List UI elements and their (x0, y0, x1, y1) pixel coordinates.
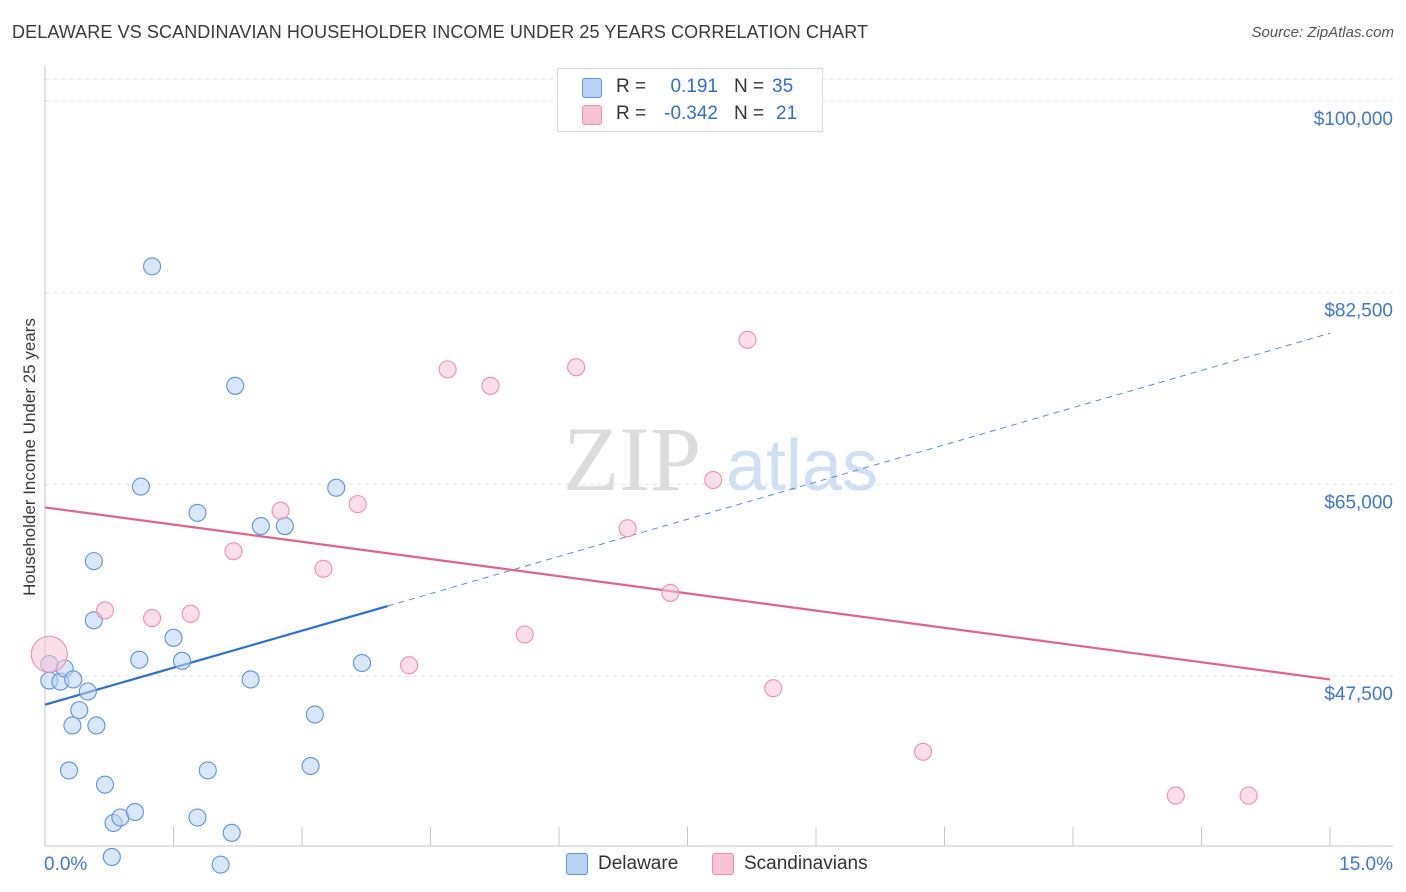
point-delaware (198, 761, 217, 780)
point-delaware (226, 376, 245, 395)
r-value: -0.342 (664, 103, 718, 124)
point-delaware (211, 855, 230, 874)
point-delaware (78, 682, 97, 701)
n-label: N = (734, 103, 765, 124)
y-tick-label: $65,000 (1324, 492, 1393, 513)
trendline-extension-delaware (387, 332, 1331, 607)
point-scandinavians (764, 679, 783, 698)
point-scandinavians (515, 625, 534, 644)
point-scandinavians (224, 542, 243, 561)
point-scandinavians (1239, 786, 1258, 805)
y-tick-label: $47,500 (1324, 684, 1393, 705)
point-delaware (305, 705, 324, 724)
point-delaware (188, 503, 207, 522)
point-delaware (173, 651, 192, 670)
point-scandinavians (181, 604, 200, 623)
legend-swatch-scandinavians (712, 853, 734, 875)
point-scandinavians (143, 609, 162, 628)
point-delaware (63, 716, 82, 735)
n-value: 35 (772, 76, 794, 97)
point-scandinavians (30, 635, 68, 673)
trendline-scandinavians (44, 506, 1331, 681)
trendlines (44, 332, 1331, 706)
legend-swatch-delaware (566, 853, 588, 875)
point-delaware (131, 477, 150, 496)
point-delaware (87, 716, 106, 735)
point-scandinavians (271, 501, 290, 520)
source-label: Source: ZipAtlas.com (1251, 24, 1394, 41)
watermark-atlas: atlas (726, 426, 878, 506)
point-scandinavians (704, 470, 723, 490)
data-points (30, 257, 1258, 874)
point-delaware (301, 756, 320, 776)
watermark-zip: ZIP (563, 408, 701, 510)
point-delaware (130, 650, 149, 669)
stats-row-scandinavians: R = -0.342 N = 21 (558, 101, 822, 127)
point-delaware (188, 808, 207, 827)
point-scandinavians (618, 519, 637, 538)
point-delaware (275, 517, 294, 536)
point-delaware (143, 257, 162, 276)
point-delaware (222, 823, 241, 842)
point-delaware (251, 517, 270, 536)
watermark: ZIP atlas (563, 408, 878, 510)
n-label: N = (734, 76, 765, 97)
point-delaware (327, 478, 346, 497)
r-value: 0.191 (670, 76, 718, 97)
x-tick-label: 0.0% (44, 854, 87, 875)
point-scandinavians (438, 360, 457, 379)
point-delaware (70, 701, 89, 720)
point-scandinavians (661, 583, 680, 602)
point-scandinavians (914, 742, 933, 761)
y-tick-label: $100,000 (1314, 109, 1393, 130)
point-scandinavians (348, 495, 367, 514)
point-scandinavians (567, 358, 586, 377)
point-scandinavians (1166, 786, 1185, 805)
x-tick-label: 15.0% (1339, 854, 1393, 875)
point-delaware (102, 847, 121, 867)
point-scandinavians (738, 330, 757, 349)
legend-label-delaware: Delaware (598, 853, 679, 874)
axes (44, 66, 1393, 847)
tick-labels: $100,000 $82,500 $65,000 $47,500 0.0% 15.0% (44, 109, 1393, 875)
y-tick-label: $82,500 (1324, 301, 1393, 322)
point-scandinavians (400, 656, 419, 675)
stats-row-delaware: R = 0.191 N = 35 (558, 74, 822, 100)
point-delaware (164, 628, 183, 647)
chart-title: DELAWARE VS SCANDINAVIAN HOUSEHOLDER INC… (12, 22, 869, 42)
stats-box: R = 0.191 N = 35 R = -0.342 N = 21 (557, 68, 823, 132)
point-delaware (59, 761, 79, 780)
point-delaware (352, 653, 372, 673)
point-scandinavians (95, 601, 115, 620)
point-delaware (84, 552, 103, 571)
stats-swatch-delaware (582, 78, 602, 98)
n-value: 21 (776, 103, 798, 124)
point-scandinavians (481, 376, 500, 395)
stats-swatch-scandinavians (582, 105, 602, 125)
r-label: R = (616, 103, 647, 124)
point-scandinavians (314, 559, 333, 578)
legend-label-scandinavians: Scandinavians (744, 853, 868, 874)
point-delaware (64, 670, 83, 689)
trendline-delaware (44, 604, 388, 706)
gridlines (45, 78, 1393, 677)
point-delaware (95, 775, 115, 794)
r-label: R = (616, 76, 647, 97)
point-delaware (125, 802, 144, 822)
point-delaware (241, 670, 260, 689)
